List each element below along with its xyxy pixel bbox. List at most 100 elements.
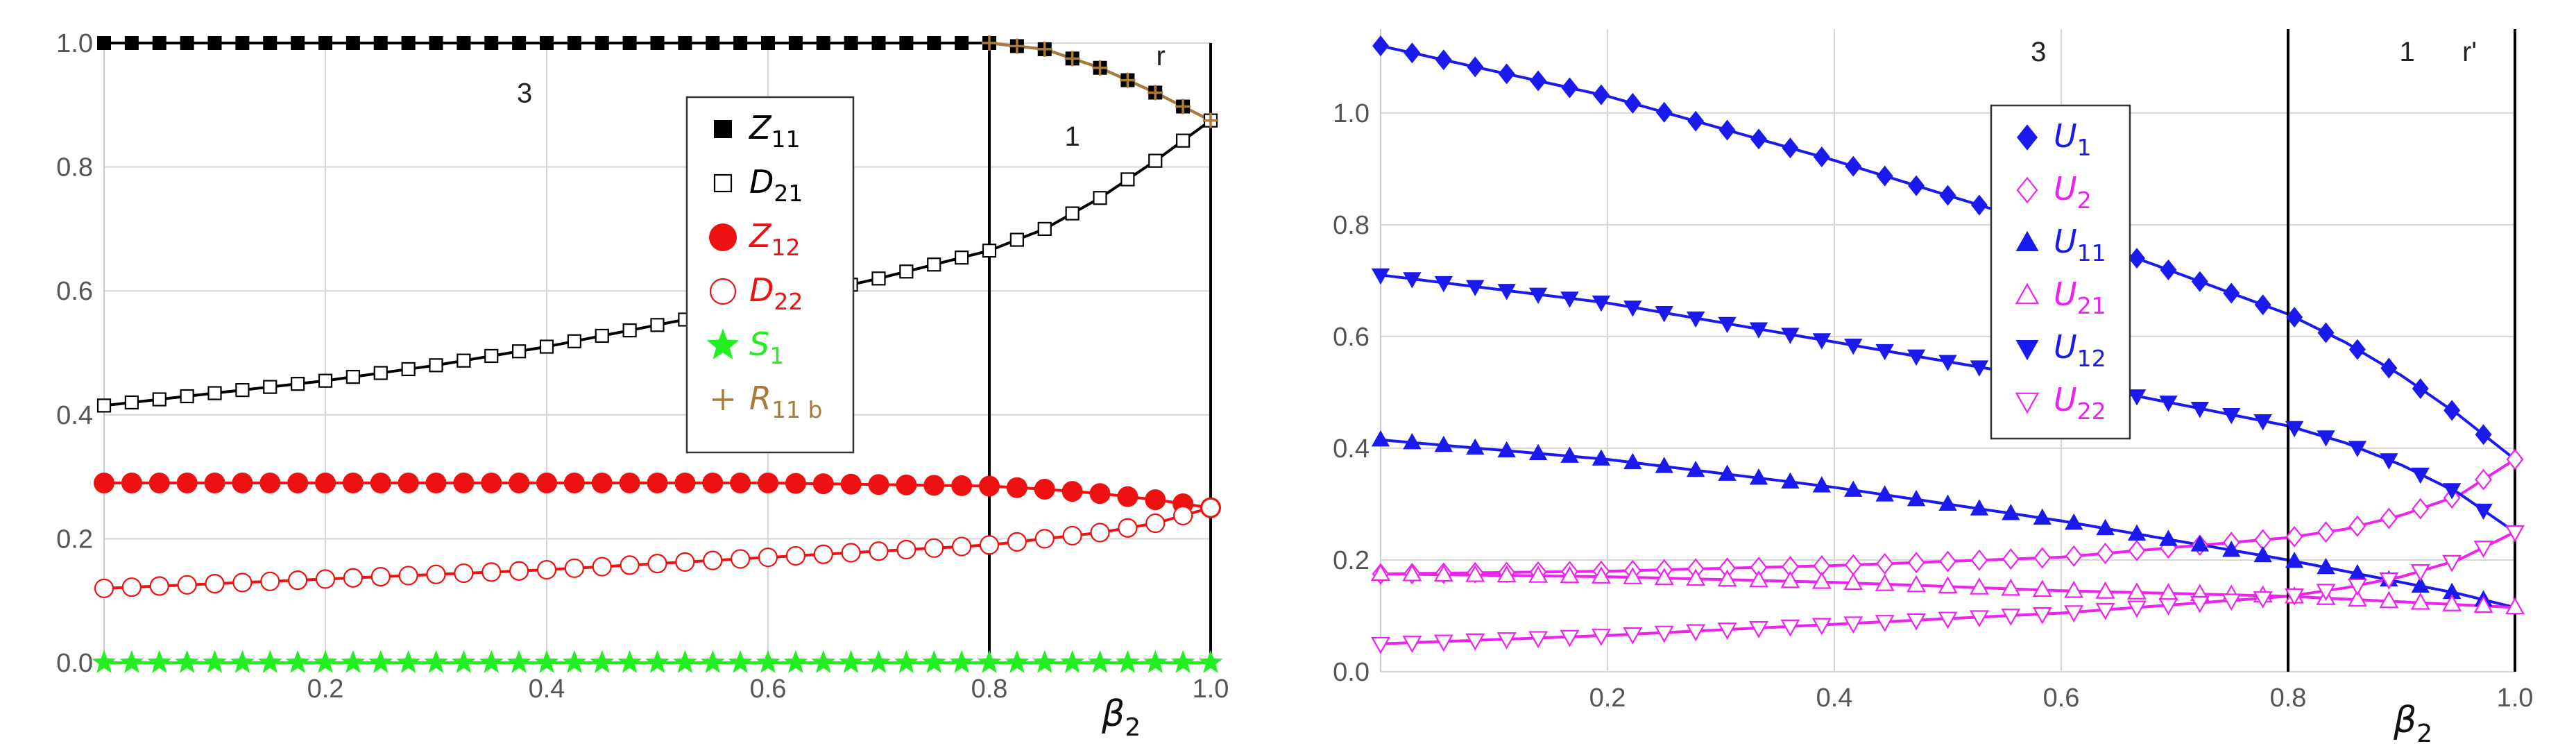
data-point <box>756 650 781 673</box>
series-line <box>103 119 1212 407</box>
data-point <box>1686 624 1706 642</box>
data-point <box>1466 438 1485 455</box>
data-point <box>1780 570 1800 588</box>
data-point <box>1117 486 1138 507</box>
data-point <box>1686 460 1705 477</box>
data-point <box>702 473 724 494</box>
data-point <box>2505 525 2525 543</box>
data-point <box>203 650 227 673</box>
data-point <box>2285 421 2304 438</box>
data-point <box>1496 565 1517 583</box>
data-point <box>2222 541 2241 557</box>
series-markers <box>1372 35 2523 470</box>
data-point <box>921 650 946 673</box>
data-point <box>1907 552 1925 574</box>
data-point <box>1034 529 1055 549</box>
data-point <box>1781 328 1800 344</box>
data-point <box>315 473 336 494</box>
data-point <box>119 650 144 673</box>
data-point <box>1062 525 1082 546</box>
data-point <box>645 650 669 673</box>
data-point <box>2475 468 2492 491</box>
data-point <box>263 380 278 394</box>
data-point <box>2190 595 2210 613</box>
data-point <box>285 650 310 673</box>
data-point <box>785 473 806 494</box>
y-tick-label: 0.8 <box>1333 211 1370 240</box>
legend-marker-icon <box>714 120 732 138</box>
data-point <box>484 348 499 364</box>
data-point <box>2159 396 2178 412</box>
data-point <box>484 36 499 50</box>
data-point <box>1782 137 1799 159</box>
data-point <box>1843 572 1863 591</box>
data-point <box>2001 609 2021 626</box>
data-point <box>2380 357 2398 379</box>
data-point <box>1623 567 1643 584</box>
data-point <box>1845 155 1862 177</box>
y-tick-label: 0.8 <box>56 153 93 183</box>
region-label: r <box>1157 41 1166 71</box>
data-point <box>230 650 255 673</box>
data-point <box>1623 300 1642 317</box>
data-point <box>761 36 775 50</box>
data-point <box>2317 557 2335 575</box>
data-point <box>429 36 443 50</box>
data-point <box>97 36 111 50</box>
data-point <box>840 473 862 495</box>
data-point <box>1718 316 1737 334</box>
legend-label: U11 <box>2054 223 2106 266</box>
data-point <box>869 541 889 561</box>
legend-label: U12 <box>2054 328 2106 372</box>
data-point <box>1143 650 1168 673</box>
data-point <box>812 473 834 495</box>
legend-label: U2 <box>2054 170 2092 214</box>
data-point <box>562 650 587 673</box>
data-point <box>1403 432 1422 450</box>
data-point <box>2442 554 2462 572</box>
data-point <box>703 550 723 570</box>
legend-item: U12 <box>2015 328 2106 372</box>
data-point <box>841 543 861 563</box>
legend-marker-icon <box>2015 340 2039 361</box>
data-point <box>949 650 974 673</box>
data-point <box>457 36 471 50</box>
data-point <box>1781 472 1800 489</box>
data-point <box>758 548 778 568</box>
legend-label: U21 <box>2054 275 2106 319</box>
data-point <box>899 264 914 279</box>
data-point <box>1749 621 1768 638</box>
data-point <box>2064 513 2083 530</box>
data-point <box>1717 569 1737 587</box>
data-point <box>563 473 585 494</box>
data-point <box>370 473 391 494</box>
data-point <box>1198 650 1223 673</box>
x-tick-label: 1.0 <box>2497 684 2534 713</box>
data-point <box>1005 650 1030 673</box>
data-point <box>1465 564 1485 582</box>
data-point <box>2506 448 2524 470</box>
data-point <box>204 473 225 494</box>
y-tick-label: 0.2 <box>1333 546 1370 575</box>
data-point <box>425 473 447 494</box>
legend-label: Z11 <box>748 109 801 153</box>
data-point <box>2002 504 2020 520</box>
data-point <box>2443 400 2461 421</box>
data-point <box>512 36 527 50</box>
data-point <box>2253 591 2273 609</box>
legend-item: Z11 <box>714 109 801 153</box>
data-point <box>121 577 142 597</box>
data-point <box>2032 579 2052 597</box>
data-point <box>92 650 117 673</box>
data-point <box>1655 457 1673 473</box>
data-point <box>2001 578 2021 596</box>
data-point <box>1876 165 1893 187</box>
data-point <box>977 650 1002 673</box>
data-point <box>2347 578 2367 596</box>
data-point <box>506 650 531 673</box>
data-point <box>1372 35 1389 57</box>
data-point <box>2191 271 2208 292</box>
data-point <box>343 568 363 588</box>
data-point <box>1528 565 1549 583</box>
data-point <box>2347 589 2367 607</box>
